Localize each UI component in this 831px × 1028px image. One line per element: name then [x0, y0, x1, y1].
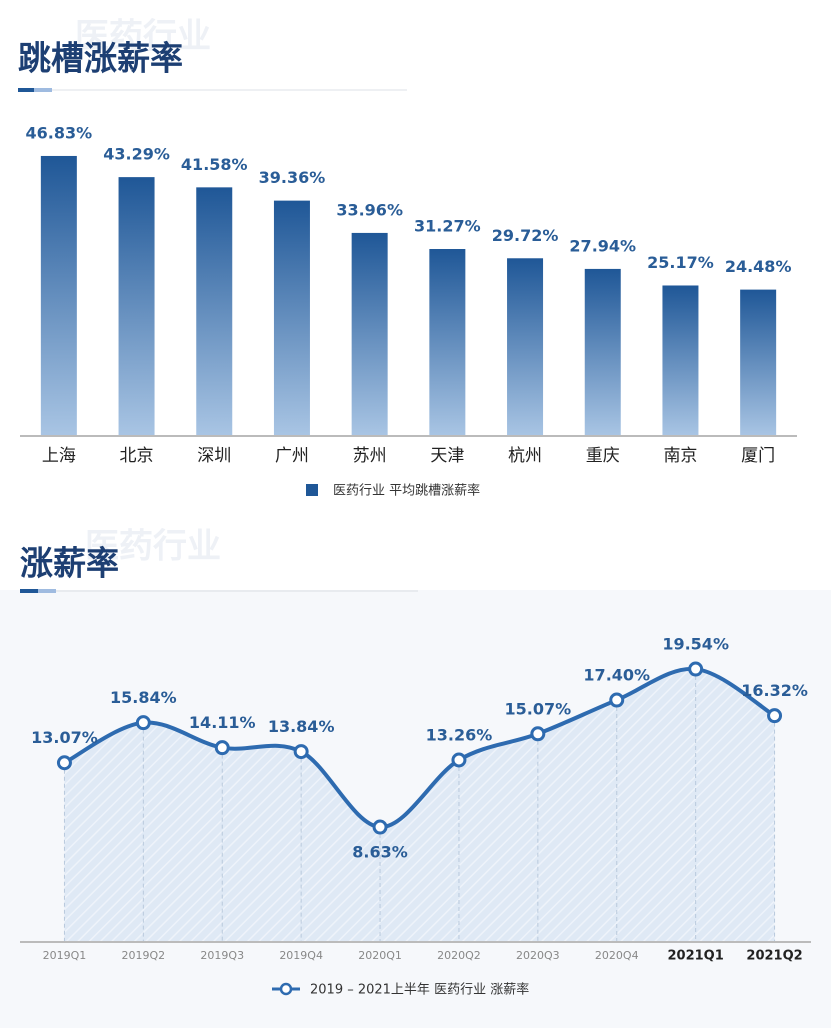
- value-label: 43.29%: [103, 145, 170, 164]
- x-tick-label: 杭州: [508, 446, 542, 466]
- legend-label: 2019 – 2021上半年 医药行业 涨薪率: [310, 982, 529, 998]
- watermark: 医药行业: [85, 527, 221, 567]
- value-label: 14.11%: [189, 713, 256, 732]
- value-label: 29.72%: [492, 226, 559, 245]
- x-tick-label: 天津: [430, 446, 464, 466]
- x-tick-label: 2021Q1: [668, 949, 724, 964]
- underline: [56, 590, 418, 592]
- point: [214, 740, 230, 756]
- legend-marker: [279, 982, 293, 996]
- bar: [662, 285, 699, 436]
- bar: [273, 200, 310, 436]
- bar: [584, 268, 621, 436]
- x-tick-label: 北京: [120, 446, 154, 466]
- bar: [507, 258, 544, 436]
- value-label: 27.94%: [569, 236, 636, 255]
- x-tick-label: 2019Q2: [122, 949, 166, 962]
- value-label: 15.84%: [110, 688, 177, 707]
- x-tick-label: 2020Q4: [595, 949, 639, 962]
- line: [63, 667, 776, 830]
- point: [293, 744, 309, 760]
- value-label: 39.36%: [259, 168, 326, 187]
- point: [451, 752, 467, 768]
- value-label: 13.26%: [426, 725, 493, 744]
- legend-swatch: [306, 484, 318, 496]
- bar: [351, 232, 388, 436]
- point: [56, 755, 72, 771]
- x-tick-label: 厦门: [741, 446, 775, 466]
- underline: [34, 88, 52, 92]
- value-label: 24.48%: [725, 257, 792, 276]
- value-label: 33.96%: [336, 200, 403, 219]
- x-tick-label: 2020Q3: [516, 949, 560, 962]
- x-tick-label: 2019Q1: [43, 949, 87, 962]
- x-tick-label: 2019Q4: [279, 949, 323, 962]
- value-label: 19.54%: [662, 635, 729, 654]
- bar: [40, 155, 77, 436]
- value-label: 8.63%: [352, 843, 408, 862]
- point: [688, 661, 704, 677]
- x-tick-label: 2020Q1: [358, 949, 402, 962]
- point: [135, 715, 151, 731]
- x-tick-label: 苏州: [353, 446, 387, 466]
- underline: [18, 88, 34, 92]
- legend-label: 医药行业 平均跳槽涨薪率: [333, 483, 480, 499]
- bar: [429, 249, 466, 436]
- value-label: 13.84%: [268, 717, 335, 736]
- value-label: 16.32%: [741, 681, 808, 700]
- underline: [52, 89, 407, 91]
- chart-title: 涨薪率: [20, 544, 119, 583]
- value-label: 31.27%: [414, 217, 481, 236]
- x-tick-label: 2020Q2: [437, 949, 481, 962]
- value-label: 41.58%: [181, 155, 248, 174]
- value-label: 46.83%: [26, 123, 93, 142]
- value-label: 25.17%: [647, 253, 714, 272]
- point: [372, 819, 388, 835]
- x-tick-label: 2019Q3: [200, 949, 244, 962]
- point: [609, 692, 625, 708]
- point: [530, 726, 546, 742]
- x-tick-label: 重庆: [586, 446, 620, 466]
- value-label: 15.07%: [505, 699, 572, 718]
- chart-title: 跳槽涨薪率: [18, 39, 183, 78]
- x-tick-label: 2021Q2: [746, 949, 802, 964]
- x-tick-label: 南京: [663, 446, 697, 466]
- underline: [20, 589, 38, 593]
- bar: [118, 177, 155, 436]
- underline: [38, 589, 56, 593]
- bar: [196, 187, 233, 436]
- area: [64, 668, 775, 942]
- bar: [740, 289, 777, 436]
- value-label: 13.07%: [31, 728, 98, 747]
- point: [767, 708, 783, 724]
- x-tick-label: 广州: [275, 446, 309, 466]
- x-tick-label: 深圳: [197, 446, 231, 466]
- x-tick-label: 上海: [42, 446, 76, 466]
- value-label: 17.40%: [583, 666, 650, 685]
- watermark: 医药行业: [75, 17, 211, 57]
